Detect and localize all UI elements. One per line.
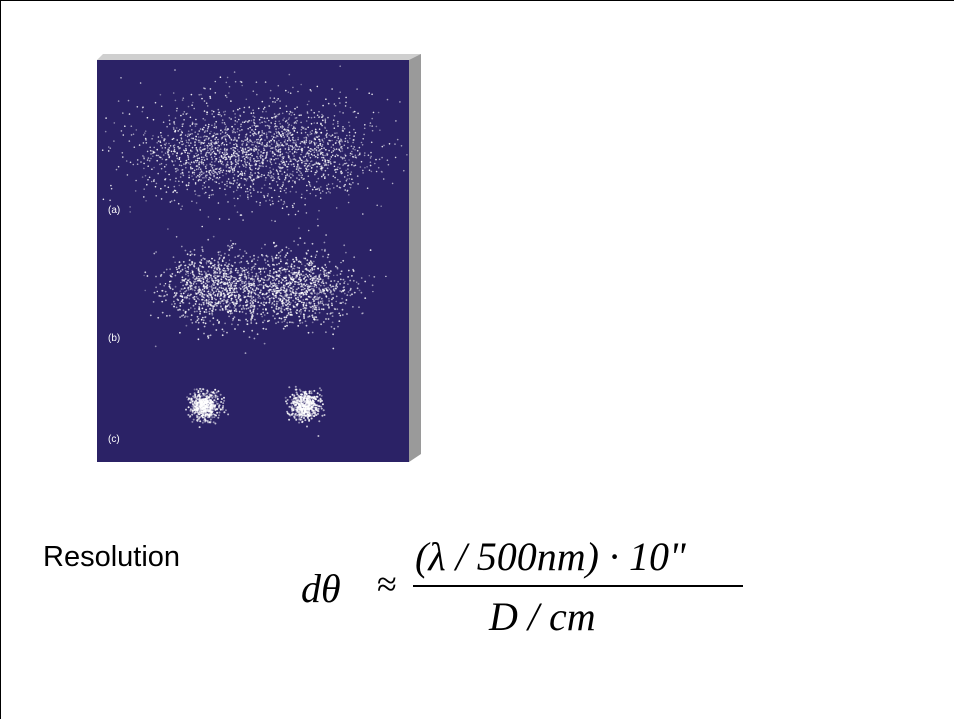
resolution-label: Resolution bbox=[43, 541, 181, 573]
figure-panel bbox=[97, 60, 409, 462]
diffraction-figure: (a) (b) (c) bbox=[97, 54, 421, 462]
speckle-dots bbox=[101, 65, 408, 437]
formula-numerator: (λ / 500nm) · 10" bbox=[415, 534, 686, 579]
resolution-formula: dθ ≈ (λ / 500nm) · 10" D / cm bbox=[301, 533, 761, 653]
formula-relation: ≈ bbox=[377, 564, 397, 604]
formula-lhs: dθ bbox=[301, 566, 341, 611]
figure-side-edge bbox=[409, 54, 421, 462]
panel-label-a: (a) bbox=[108, 205, 121, 216]
fraction-line bbox=[413, 585, 743, 587]
panel-label-c: (c) bbox=[108, 434, 120, 445]
figure-top-edge bbox=[97, 54, 421, 60]
diffraction-image bbox=[97, 54, 421, 462]
panel-label-b: (b) bbox=[108, 333, 121, 344]
formula-denominator: D / cm bbox=[489, 594, 596, 639]
